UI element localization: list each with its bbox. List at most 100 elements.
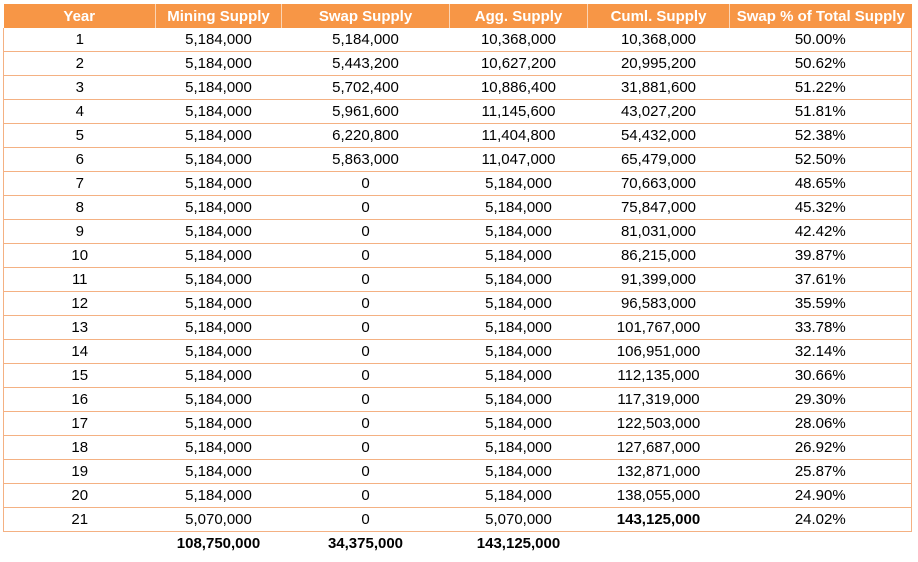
table-row: 19 5,184,000 0 5,184,000 132,871,000 25.87% [3, 459, 912, 484]
cell-swap-percent: 29.30% [729, 387, 912, 412]
cell-mining-supply: 5,184,000 [155, 147, 282, 172]
table-row: 6 5,184,000 5,863,000 11,047,000 65,479,000 5… [3, 147, 912, 172]
cell-swap-supply: 0 [281, 483, 450, 508]
cell-swap-percent: 51.22% [729, 75, 912, 100]
cell-agg-supply: 5,184,000 [449, 267, 588, 292]
cell-cuml-supply: 143,125,000 [587, 507, 730, 532]
cell-cuml-supply: 127,687,000 [587, 435, 730, 460]
cell-mining-supply: 5,184,000 [155, 363, 282, 388]
cell-swap-percent: 51.81% [729, 99, 912, 124]
cell-cuml-supply: 106,951,000 [587, 339, 730, 364]
cell-year: 2 [3, 51, 156, 76]
cell-mining-supply: 5,184,000 [155, 315, 282, 340]
total-cell-swap-percent [730, 532, 912, 556]
cell-year: 18 [3, 435, 156, 460]
cell-mining-supply: 5,184,000 [155, 28, 282, 52]
cell-swap-percent: 52.50% [729, 147, 912, 172]
cell-agg-supply: 5,184,000 [449, 435, 588, 460]
cell-mining-supply: 5,184,000 [155, 483, 282, 508]
cell-swap-percent: 26.92% [729, 435, 912, 460]
cell-mining-supply: 5,184,000 [155, 171, 282, 196]
cell-year: 4 [3, 99, 156, 124]
cell-mining-supply: 5,184,000 [155, 51, 282, 76]
cell-swap-percent: 48.65% [729, 171, 912, 196]
cell-year: 16 [3, 387, 156, 412]
table-row: 8 5,184,000 0 5,184,000 75,847,000 45.32% [3, 195, 912, 220]
table-body: 1 5,184,000 5,184,000 10,368,000 10,368,000 5… [3, 28, 912, 532]
cell-agg-supply: 10,627,200 [449, 51, 588, 76]
cell-swap-supply: 5,443,200 [281, 51, 450, 76]
cell-cuml-supply: 70,663,000 [587, 171, 730, 196]
cell-year: 9 [3, 219, 156, 244]
cell-swap-supply: 5,863,000 [281, 147, 450, 172]
cell-cuml-supply: 54,432,000 [587, 123, 730, 148]
cell-year: 20 [3, 483, 156, 508]
cell-mining-supply: 5,184,000 [155, 387, 282, 412]
cell-cuml-supply: 75,847,000 [587, 195, 730, 220]
cell-agg-supply: 5,184,000 [449, 387, 588, 412]
table-row: 9 5,184,000 0 5,184,000 81,031,000 42.42% [3, 219, 912, 244]
cell-mining-supply: 5,184,000 [155, 195, 282, 220]
cell-swap-percent: 28.06% [729, 411, 912, 436]
table-row: 12 5,184,000 0 5,184,000 96,583,000 35.59% [3, 291, 912, 316]
cell-year: 13 [3, 315, 156, 340]
cell-year: 10 [3, 243, 156, 268]
cell-swap-supply: 0 [281, 195, 450, 220]
table-row: 13 5,184,000 0 5,184,000 101,767,000 33.78% [3, 315, 912, 340]
cell-swap-supply: 5,961,600 [281, 99, 450, 124]
cell-swap-supply: 0 [281, 363, 450, 388]
cell-swap-percent: 30.66% [729, 363, 912, 388]
cell-swap-supply: 0 [281, 315, 450, 340]
table-row: 15 5,184,000 0 5,184,000 112,135,000 30.66% [3, 363, 912, 388]
table-row: 7 5,184,000 0 5,184,000 70,663,000 48.65% [3, 171, 912, 196]
cell-swap-supply: 6,220,800 [281, 123, 450, 148]
table-footer: 108,750,000 34,375,000 143,125,000 [4, 532, 912, 556]
cell-agg-supply: 5,184,000 [449, 411, 588, 436]
cell-swap-percent: 52.38% [729, 123, 912, 148]
cell-swap-percent: 45.32% [729, 195, 912, 220]
cell-swap-percent: 50.62% [729, 51, 912, 76]
cell-cuml-supply: 86,215,000 [587, 243, 730, 268]
cell-swap-supply: 0 [281, 267, 450, 292]
column-header-cuml-supply: Cuml. Supply [587, 4, 730, 28]
total-cell-agg-supply: 143,125,000 [476, 535, 561, 552]
cell-swap-supply: 0 [281, 459, 450, 484]
cell-cuml-supply: 96,583,000 [587, 291, 730, 316]
cell-cuml-supply: 31,881,600 [587, 75, 730, 100]
cell-swap-percent: 32.14% [729, 339, 912, 364]
cell-agg-supply: 5,184,000 [449, 291, 588, 316]
cell-cuml-supply: 10,368,000 [587, 28, 730, 52]
cell-swap-supply: 0 [281, 411, 450, 436]
cell-agg-supply: 11,404,800 [449, 123, 588, 148]
cell-cuml-supply: 117,319,000 [587, 387, 730, 412]
cell-year: 3 [3, 75, 156, 100]
table-row: 14 5,184,000 0 5,184,000 106,951,000 32.14% [3, 339, 912, 364]
table-row: 11 5,184,000 0 5,184,000 91,399,000 37.61% [3, 267, 912, 292]
supply-table: Year Mining Supply Swap Supply Agg. Supp… [3, 4, 912, 555]
cell-swap-percent: 35.59% [729, 291, 912, 316]
cell-agg-supply: 5,184,000 [449, 195, 588, 220]
total-cell-mining-supply: 108,750,000 [176, 535, 261, 552]
cell-agg-supply: 10,368,000 [449, 28, 588, 52]
cell-swap-supply: 0 [281, 339, 450, 364]
cell-year: 14 [3, 339, 156, 364]
cell-swap-percent: 25.87% [729, 459, 912, 484]
cell-mining-supply: 5,184,000 [155, 339, 282, 364]
cell-cuml-supply: 122,503,000 [587, 411, 730, 436]
cell-year: 19 [3, 459, 156, 484]
cell-agg-supply: 5,184,000 [449, 339, 588, 364]
cell-swap-percent: 37.61% [729, 267, 912, 292]
cell-swap-percent: 24.90% [729, 483, 912, 508]
cell-cuml-supply: 112,135,000 [587, 363, 730, 388]
cell-year: 21 [3, 507, 156, 532]
cell-cuml-supply: 132,871,000 [587, 459, 730, 484]
cell-year: 1 [3, 28, 156, 52]
table-row: 4 5,184,000 5,961,600 11,145,600 43,027,200 5… [3, 99, 912, 124]
cell-swap-supply: 0 [281, 243, 450, 268]
cell-mining-supply: 5,184,000 [155, 219, 282, 244]
cell-swap-percent: 39.87% [729, 243, 912, 268]
cell-year: 6 [3, 147, 156, 172]
total-cell-year [4, 532, 156, 556]
cell-agg-supply: 5,184,000 [449, 315, 588, 340]
table-header: Year Mining Supply Swap Supply Agg. Supp… [3, 4, 912, 28]
